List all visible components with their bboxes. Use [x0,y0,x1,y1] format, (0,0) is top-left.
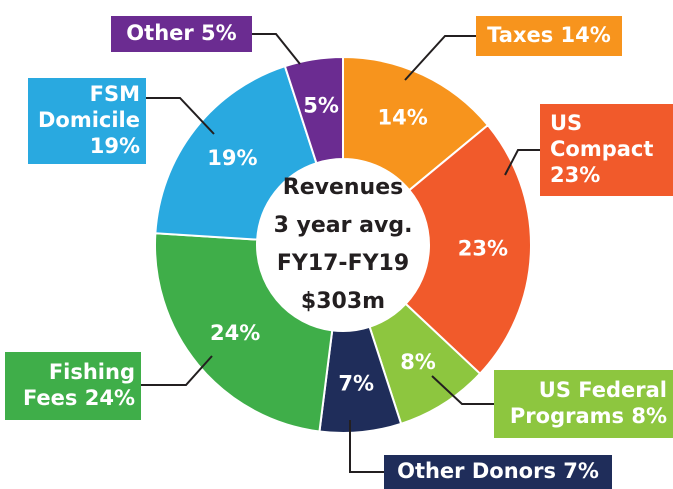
callout-label: Fishing [49,360,135,384]
callout-label: Domicile [38,108,140,132]
callout-box [111,16,252,52]
value-label: 14% [377,105,427,129]
slice [154,64,318,241]
value-label: 24% [210,321,260,345]
slice [154,232,334,433]
leader-line [349,420,384,473]
value-label: 8% [400,350,436,374]
callout-label: Programs 8% [510,404,667,428]
value-label: 19% [207,146,257,170]
leader-line [252,33,301,65]
callout-label: 19% [90,134,140,158]
callout-box [5,352,141,420]
leader-line [431,375,494,405]
leader-line [146,97,215,135]
center-text: Revenues [283,175,403,200]
callout-box [494,370,673,438]
callout-label: US [550,111,582,135]
callout-label: FSM [90,82,140,106]
leader-line [504,149,540,176]
value-label: 5% [303,94,339,118]
callout-label: US Federal [539,378,667,402]
callout-label: Compact [550,137,653,161]
slice [283,55,344,165]
value-label: 23% [458,236,508,260]
center-text: 3 year avg. [274,213,413,238]
callout-box [476,16,622,56]
callout-box [28,78,146,164]
center-text: $303m [301,289,385,314]
callout-label: Other 5% [126,21,236,45]
callout-label: 23% [550,163,600,187]
callout-box [540,104,673,196]
callout-label: Taxes 14% [487,23,611,47]
slice [404,123,532,376]
callout-box [384,455,612,489]
callout-label: Other Donors 7% [397,459,599,483]
callout-label: Fees 24% [23,386,135,410]
value-label: 7% [338,371,374,395]
leader-line [404,35,476,81]
leader-line [141,355,213,386]
slice [342,55,490,192]
center-text: FY17-FY19 [277,251,409,276]
